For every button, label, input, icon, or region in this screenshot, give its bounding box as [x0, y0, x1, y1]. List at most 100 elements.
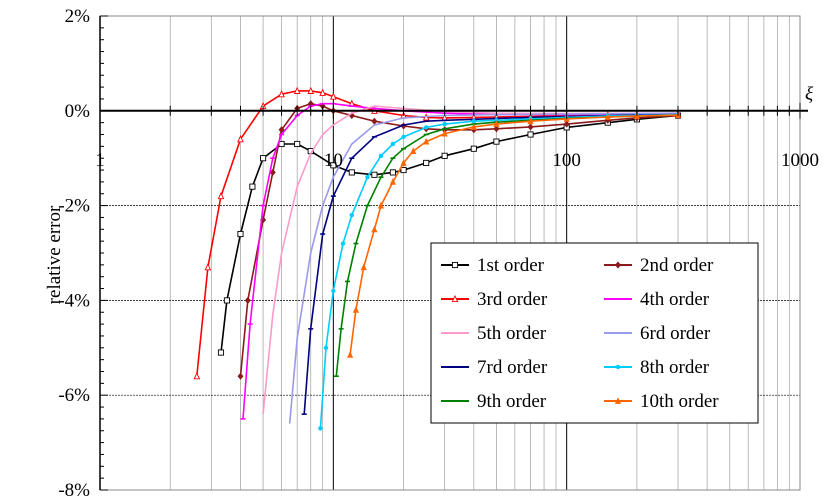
legend-entry: 10th order: [604, 391, 719, 412]
data-point: [470, 123, 477, 130]
data-point: [331, 288, 336, 294]
series-line: [319, 113, 679, 429]
data-point: [389, 178, 396, 185]
x-tick-label: 1: [95, 150, 105, 171]
data-point: [493, 120, 500, 127]
data-point: [244, 296, 251, 304]
data-point: [527, 123, 534, 131]
legend-entry: 4th order: [604, 289, 710, 310]
legend: 1st order 2nd order 3rd order 4th order 5th …: [430, 242, 759, 424]
data-point: [237, 135, 244, 143]
data-point: [470, 145, 477, 152]
data-point: [237, 372, 244, 380]
data-point: [527, 131, 534, 138]
x-tick-label: 1000: [781, 150, 819, 171]
data-point: [400, 159, 407, 166]
x-tick-label: 10: [324, 150, 343, 171]
data-point: [360, 263, 367, 271]
data-point: [237, 230, 244, 238]
data-point: [401, 134, 406, 140]
data-point: [390, 141, 396, 147]
axes: 2% 0% -2% -4% -6% -8% 1 10 100 1000: [58, 6, 819, 501]
y-tick-label: -2%: [58, 196, 90, 217]
legend-box: [430, 242, 759, 424]
legend-entry: 5th order: [441, 323, 547, 344]
data-point: [193, 372, 201, 380]
legend-label: 2nd order: [640, 255, 714, 276]
data-point: [371, 225, 378, 233]
legend-entry: 1st order: [441, 255, 545, 276]
y-tick-label: 0%: [65, 101, 91, 122]
y-tick-label: 2%: [65, 6, 91, 27]
legend-label: 6rd order: [640, 323, 711, 344]
y-tick-label: -6%: [58, 385, 90, 406]
legend-label: 10th order: [640, 391, 719, 412]
data-point: [318, 426, 323, 431]
data-point: [340, 241, 346, 246]
legend-label: 7rd order: [477, 357, 548, 378]
data-point: [348, 169, 355, 176]
legend-marker: [451, 261, 459, 269]
x-tick-label: 100: [552, 150, 581, 171]
data-point: [204, 263, 212, 271]
data-point: [493, 125, 500, 133]
data-point: [347, 351, 354, 358]
legend-label: 5th order: [477, 323, 547, 344]
data-point: [378, 153, 384, 159]
data-point: [423, 159, 430, 166]
data-point: [389, 169, 396, 176]
data-point: [260, 155, 267, 162]
legend-label: 8th order: [640, 357, 710, 378]
data-point: [323, 345, 329, 350]
data-point: [377, 201, 385, 209]
data-point: [493, 138, 500, 145]
data-point: [527, 117, 534, 125]
legend-label: 4th order: [640, 289, 710, 310]
data-point: [278, 90, 285, 98]
legend-entry: 3rd order: [441, 289, 548, 310]
legend-entry: 2nd order: [604, 255, 714, 276]
data-point: [217, 191, 225, 200]
series-5: [262, 105, 679, 415]
data-point: [365, 174, 370, 180]
series-10: [347, 111, 682, 358]
data-point: [563, 120, 570, 128]
legend-entry: 7rd order: [441, 357, 548, 378]
data-point: [293, 86, 301, 94]
data-point: [294, 140, 301, 148]
data-point: [330, 162, 337, 169]
legend-marker: [615, 261, 621, 269]
data-point: [400, 166, 407, 174]
data-point: [217, 349, 225, 356]
data-point: [223, 297, 230, 304]
data-point: [423, 125, 429, 130]
data-point: [352, 306, 360, 313]
y-tick-label: -8%: [58, 480, 90, 501]
x-axis-title: ξ: [805, 84, 814, 105]
data-point: [349, 212, 355, 218]
data-point: [441, 152, 448, 159]
data-point: [278, 126, 285, 134]
data-point: [319, 88, 326, 96]
data-point: [423, 137, 430, 145]
legend-label: 9th order: [477, 391, 547, 412]
y-tick-label: -4%: [58, 290, 90, 311]
data-point: [604, 113, 611, 120]
y-axis-title: relative error: [44, 205, 65, 304]
data-point: [330, 92, 337, 100]
data-point: [471, 119, 477, 124]
data-point: [441, 129, 448, 137]
legend-entry: 8th order: [604, 357, 710, 378]
legend-entry: 6rd order: [604, 323, 711, 344]
legend-entry: 9th order: [441, 391, 547, 412]
legend-label: 3rd order: [477, 289, 548, 310]
legend-label: 1st order: [477, 255, 545, 276]
legend-marker: [451, 294, 459, 303]
data-point: [410, 147, 417, 154]
data-point: [269, 168, 276, 176]
data-point: [371, 171, 378, 178]
data-point: [307, 86, 315, 94]
legend-marker: [614, 397, 622, 404]
series-line: [262, 105, 679, 415]
